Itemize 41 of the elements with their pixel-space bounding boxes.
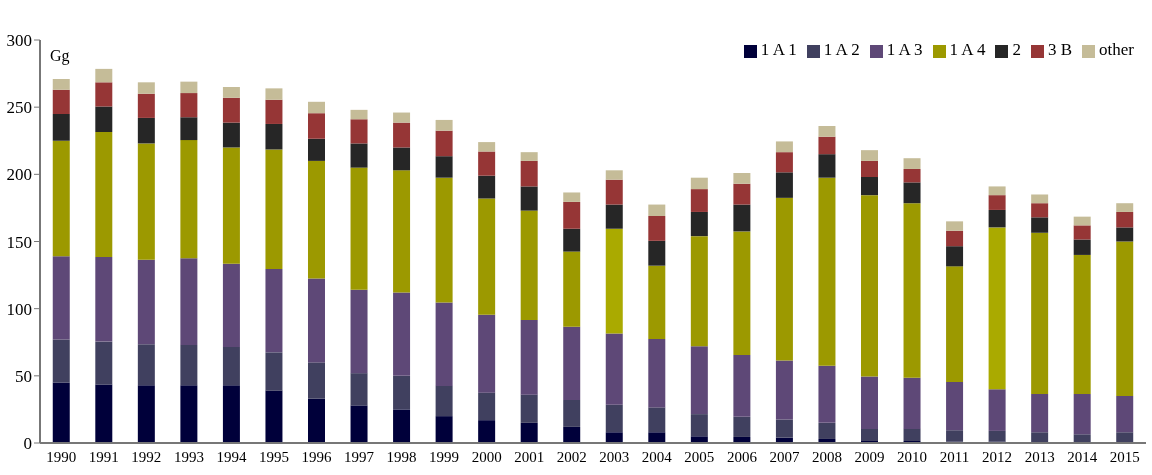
x-tick-label: 2013 [1024, 448, 1055, 465]
x-tick-label: 2004 [641, 448, 673, 465]
y-tick-label: 100 [6, 299, 32, 319]
x-tick-label: 1990 [46, 448, 77, 465]
y-tick-label: 50 [15, 366, 32, 386]
legend-label: 1 A 4 [949, 40, 986, 59]
x-tick-label: 2015 [1109, 448, 1140, 465]
x-tick-label: 1995 [258, 448, 289, 465]
y-tick-label: 250 [6, 98, 32, 118]
x-tick-label: 2002 [556, 448, 587, 465]
y-tick-label: 300 [6, 31, 32, 51]
x-tick-label: 1993 [173, 448, 204, 465]
x-tick-label: 2012 [982, 448, 1013, 465]
x-tick-label: 1999 [429, 448, 460, 465]
x-tick-label: 2006 [726, 448, 758, 465]
x-tick-label: 2007 [769, 448, 800, 465]
x-tick-label: 2001 [514, 448, 545, 465]
x-tick-label: 2010 [897, 448, 928, 465]
y-axis-title: Gg [50, 47, 70, 66]
x-tick-label: 1992 [131, 448, 162, 465]
y-tick-label: 0 [23, 434, 32, 454]
y-tick-label: 200 [6, 165, 32, 185]
x-tick-label: 2008 [811, 448, 842, 465]
legend-label: 1 A 3 [886, 40, 923, 59]
x-tick-label: 2003 [599, 448, 630, 465]
x-tick-label: 1997 [344, 448, 375, 465]
x-tick-label: 2000 [471, 448, 502, 465]
y-tick-label: 150 [6, 232, 32, 252]
x-tick-label: 1996 [301, 448, 332, 465]
legend-label: 1 A 2 [823, 40, 860, 59]
x-tick-label: 1998 [386, 448, 417, 465]
x-tick-label: 2005 [684, 448, 715, 465]
legend-label: 1 A 1 [760, 40, 797, 59]
x-tick-label: 1994 [216, 448, 247, 465]
legend-label: 3 B [1047, 40, 1073, 59]
legend-label: 2 [1012, 40, 1021, 59]
x-tick-label: 2009 [854, 448, 885, 465]
x-tick-label: 2011 [939, 448, 970, 465]
x-tick-label: 2014 [1067, 448, 1098, 465]
x-tick-label: 1991 [88, 448, 119, 465]
legend-label: other [1099, 40, 1134, 59]
